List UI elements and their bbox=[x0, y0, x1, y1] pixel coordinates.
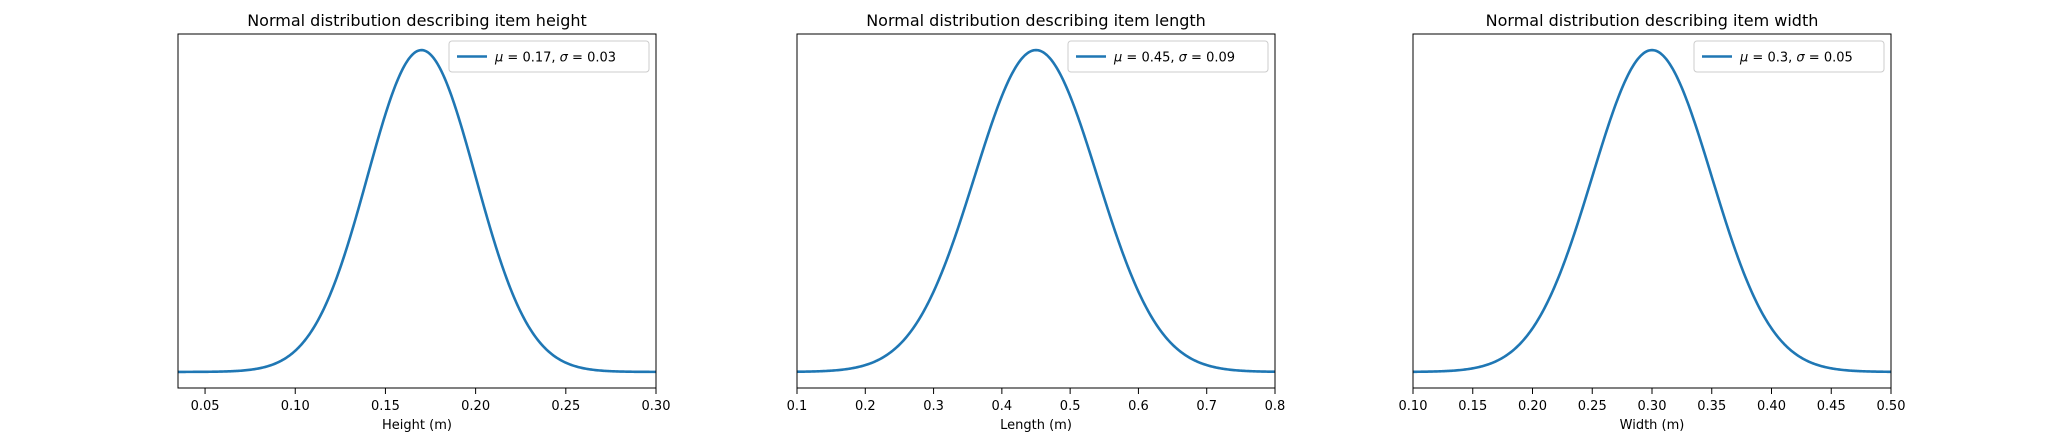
chart-title: Normal distribution describing item widt… bbox=[1486, 11, 1819, 30]
x-tick-label: 0.05 bbox=[191, 399, 220, 414]
pdf-curve bbox=[796, 48, 1276, 374]
legend-label: μ = 0.3, σ = 0.05 bbox=[1739, 51, 1853, 66]
chart-title: Normal distribution describing item leng… bbox=[866, 11, 1206, 30]
x-tick-label: 0.20 bbox=[461, 399, 490, 414]
pdf-curve bbox=[177, 48, 656, 374]
x-tick-label: 0.25 bbox=[551, 399, 580, 414]
x-axis-label: Width (m) bbox=[1620, 418, 1685, 433]
x-tick-label: 0.30 bbox=[1638, 399, 1667, 414]
legend-label: μ = 0.17, σ = 0.03 bbox=[494, 51, 616, 66]
x-tick-label: 0.15 bbox=[371, 399, 400, 414]
x-tick-label: 0.7 bbox=[1196, 399, 1217, 414]
x-tick-label: 0.10 bbox=[1399, 399, 1428, 414]
chart-panel-1: Normal distribution describing item heig… bbox=[177, 11, 671, 433]
axes-frame bbox=[1412, 33, 1892, 389]
x-tick-label: 0.35 bbox=[1697, 399, 1726, 414]
legend: μ = 0.3, σ = 0.05 bbox=[1693, 40, 1885, 73]
x-tick-label: 0.2 bbox=[855, 399, 876, 414]
x-tick-label: 0.30 bbox=[642, 399, 671, 414]
axes-frame bbox=[177, 33, 657, 389]
legend-box bbox=[448, 40, 650, 73]
x-tick-label: 0.3 bbox=[923, 399, 944, 414]
x-axis-label: Length (m) bbox=[1000, 418, 1072, 433]
x-tick-label: 0.8 bbox=[1265, 399, 1286, 414]
legend-label: μ = 0.45, σ = 0.09 bbox=[1113, 51, 1235, 66]
x-tick-label: 0.4 bbox=[992, 399, 1013, 414]
chart-panel-3: Normal distribution describing item widt… bbox=[1399, 11, 1906, 433]
x-tick-label: 0.5 bbox=[1060, 399, 1081, 414]
legend: μ = 0.45, σ = 0.09 bbox=[1067, 40, 1269, 73]
x-tick-label: 0.20 bbox=[1518, 399, 1547, 414]
x-tick-label: 0.25 bbox=[1578, 399, 1607, 414]
chart-title: Normal distribution describing item heig… bbox=[247, 11, 587, 30]
x-tick-label: 0.40 bbox=[1757, 399, 1786, 414]
legend: μ = 0.17, σ = 0.03 bbox=[448, 40, 650, 73]
axes-frame bbox=[796, 33, 1276, 389]
x-tick-label: 0.45 bbox=[1817, 399, 1846, 414]
x-tick-label: 0.1 bbox=[787, 399, 808, 414]
pdf-curve bbox=[1412, 48, 1892, 374]
x-tick-label: 0.6 bbox=[1128, 399, 1149, 414]
chart-panel-2: Normal distribution describing item leng… bbox=[787, 11, 1286, 433]
x-tick-label: 0.10 bbox=[281, 399, 310, 414]
legend-box bbox=[1693, 40, 1885, 73]
x-tick-label: 0.50 bbox=[1877, 399, 1906, 414]
x-axis-label: Height (m) bbox=[382, 418, 452, 433]
x-tick-label: 0.15 bbox=[1458, 399, 1487, 414]
legend-box bbox=[1067, 40, 1269, 73]
